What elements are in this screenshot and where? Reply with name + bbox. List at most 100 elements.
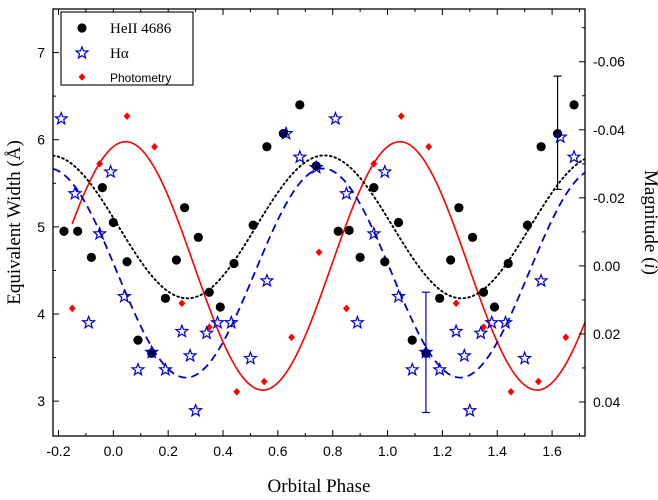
data-point-photometry (397, 112, 405, 120)
data-point-halpha (292, 149, 308, 164)
data-point-halpha (533, 272, 549, 288)
data-point-heii (97, 183, 107, 193)
legend: HeII 4686 Hα Photometry (60, 11, 194, 86)
data-point-heii (369, 183, 379, 193)
data-point-photometry (425, 142, 433, 151)
data-point-heii (122, 257, 132, 267)
data-point-heii (295, 100, 305, 110)
data-point-halpha (432, 361, 448, 377)
data-point-heii (108, 217, 118, 228)
legend-marker-photometry (78, 73, 86, 81)
data-point-heii (248, 220, 258, 230)
y-left-tick-label: 5 (37, 219, 45, 235)
data-point-heii (569, 100, 579, 110)
data-point-halpha (67, 185, 83, 201)
data-point-halpha (390, 288, 407, 303)
data-point-halpha (448, 323, 464, 338)
data-point-heii (522, 220, 533, 230)
error-bars (421, 75, 562, 414)
data-point-halpha (278, 125, 294, 141)
data-point-heii (86, 252, 96, 262)
data-point-halpha (199, 325, 215, 340)
data-point-halpha (552, 129, 568, 144)
plot-frame (52, 8, 586, 437)
y-left-tick-label: 4 (37, 306, 45, 322)
y-right-tick-label: 0.00 (593, 258, 620, 274)
data-point-photometry (343, 304, 350, 313)
data-point-heii (454, 203, 464, 213)
data-point-heii (215, 302, 225, 312)
data-point-halpha (53, 110, 69, 126)
y-right-tick-label: -0.06 (593, 54, 625, 70)
data-point-halpha (81, 314, 97, 330)
y-axis-left-label: Equivalent Width (Å) (4, 140, 25, 305)
y-right-tick-label: 0.02 (593, 326, 620, 342)
legend-marker-heii (77, 23, 87, 33)
fit-curve-2 (53, 167, 585, 379)
data-point-halpha (456, 347, 472, 363)
y-left-tick-label: 7 (37, 45, 45, 61)
data-point-halpha (566, 149, 582, 164)
data-point-heii (204, 287, 214, 297)
data-point-heii (180, 203, 190, 213)
data-point-photometry (233, 387, 241, 396)
legend-marker-halpha (74, 45, 90, 60)
data-point-heii (193, 232, 203, 242)
data-point-photometry (534, 377, 542, 386)
data-point-heii (333, 226, 343, 236)
y-right-tick-label: -0.02 (593, 190, 625, 206)
y-axis-right-label-var: i (640, 263, 658, 268)
data-point-heii (171, 255, 182, 265)
data-point-photometry (370, 160, 378, 168)
data-point-halpha (103, 164, 119, 179)
y-left-tick-label: 6 (37, 132, 45, 148)
data-point-photometry (562, 333, 570, 342)
data-point-heii (467, 232, 478, 242)
data-point-halpha (144, 344, 160, 359)
legend-label-halpha: Hα (110, 46, 129, 62)
data-point-halpha (174, 323, 190, 338)
data-point-heii (435, 293, 445, 303)
data-point-photometry (452, 299, 460, 308)
legend-label-photometry: Photometry (110, 71, 171, 85)
x-tick-label: 1.6 (542, 443, 562, 459)
data-point-halpha (259, 272, 275, 288)
data-point-halpha (182, 347, 198, 363)
x-tick-label: 0.6 (268, 443, 288, 459)
data-point-heii (536, 142, 546, 152)
data-point-heii (393, 217, 404, 228)
y-right-tick-label: -0.04 (593, 122, 625, 138)
data-point-heii (503, 258, 513, 269)
data-point-halpha (188, 402, 204, 418)
data-point-photometry (288, 333, 295, 342)
data-point-heii (380, 257, 390, 267)
data-point-heii (355, 252, 365, 262)
data-point-halpha (462, 402, 478, 418)
x-tick-label: 0.8 (323, 443, 343, 459)
data-point-heii (133, 335, 143, 345)
data-point-photometry (96, 160, 104, 168)
data-point-photometry (68, 304, 76, 313)
data-point-photometry (123, 112, 131, 120)
fit-curve-1 (53, 154, 585, 300)
y-axis-right-label: Magnitude (i) (640, 170, 658, 275)
data-point-halpha (308, 159, 324, 175)
data-point-heii (344, 225, 354, 235)
data-point-halpha (210, 314, 226, 330)
data-point-photometry (178, 299, 186, 308)
x-tick-label: 1.0 (378, 443, 398, 459)
x-tick-label: 0.4 (213, 443, 233, 459)
data-point-halpha (92, 225, 108, 241)
data-point-heii (73, 226, 83, 236)
data-point-heii (446, 255, 456, 265)
data-point-halpha (116, 288, 132, 303)
data-point-halpha (242, 350, 258, 365)
data-point-halpha (377, 164, 393, 179)
data-point-photometry (315, 248, 323, 257)
data-point-photometry (260, 377, 268, 386)
y-left-tick-label: 3 (37, 393, 45, 409)
fit-curve-0 (71, 140, 585, 391)
legend-label-heii: HeII 4686 (110, 21, 172, 37)
x-tick-label: 0.2 (158, 443, 178, 459)
